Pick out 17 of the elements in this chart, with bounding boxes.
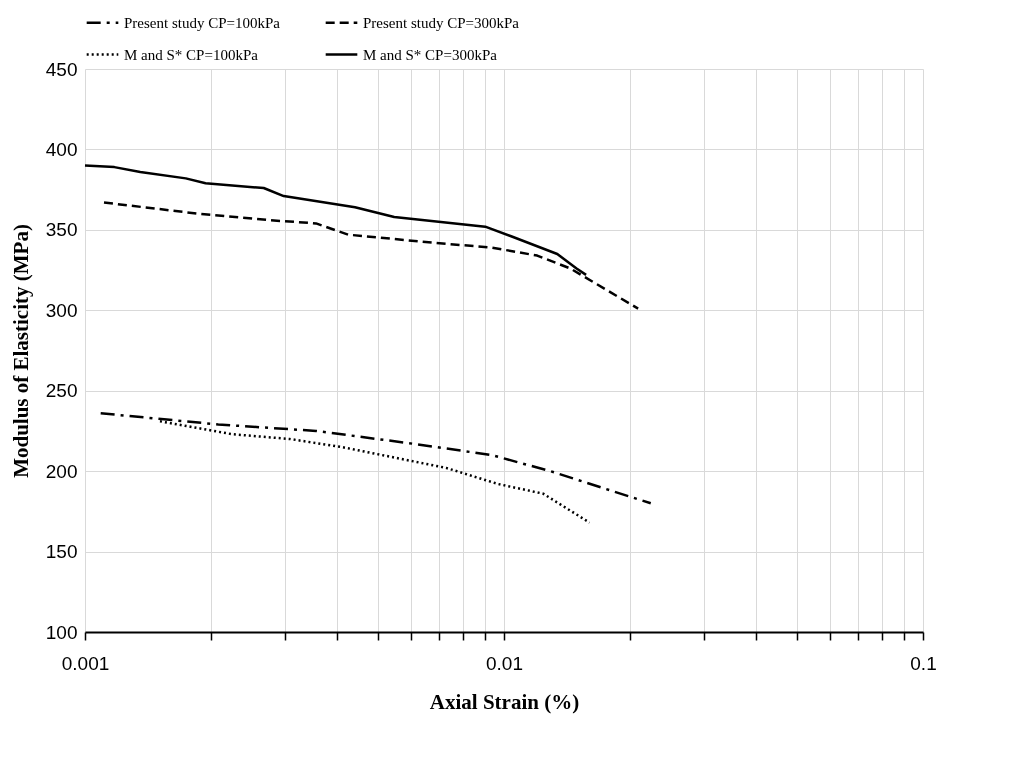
y-axis-title: Modulus of Elasticity (MPa) [8,224,33,478]
y-tick-label: 150 [45,541,78,563]
legend-label: M and S* CP=300kPa [363,46,498,63]
legend-label: Present study CP=100kPa [124,14,281,31]
y-tick-label: 250 [45,380,78,402]
y-tick-label: 450 [45,58,78,80]
y-tick-label: 300 [45,299,78,321]
x-axis-title: Axial Strain (%) [429,689,580,714]
y-tick-label: 100 [45,621,78,643]
y-tick-label: 400 [45,138,78,160]
y-tick-label: 200 [45,460,78,482]
x-tick-label: 0.1 [910,652,937,674]
x-tick-label: 0.01 [486,652,523,674]
y-tick-label: 350 [45,219,78,241]
x-tick-label: 0.001 [61,652,110,674]
legend-label: M and S* CP=100kPa [124,46,259,63]
legend-label: Present study CP=300kPa [363,14,520,31]
